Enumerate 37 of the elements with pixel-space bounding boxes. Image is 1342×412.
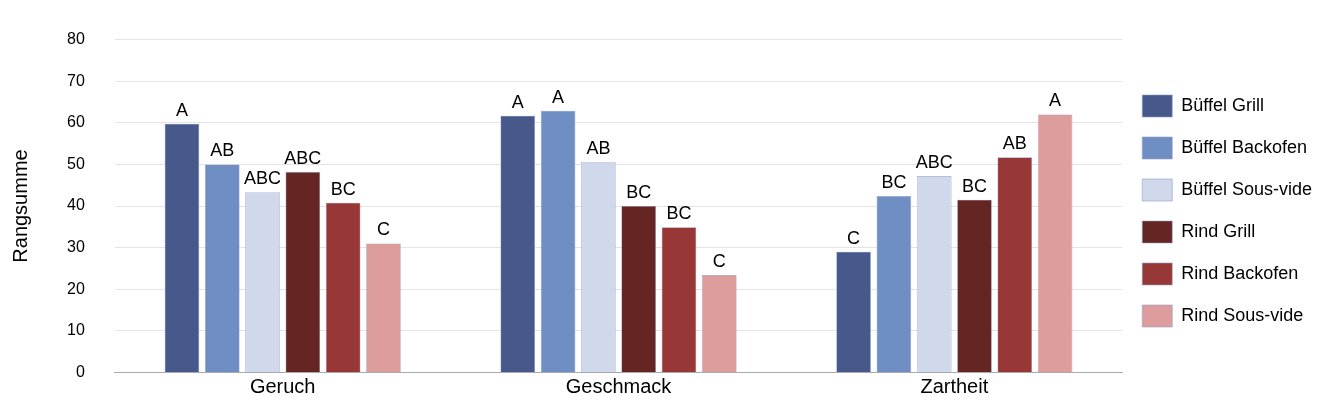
data-label: A bbox=[552, 86, 565, 107]
data-label: BC bbox=[961, 175, 987, 196]
data-label: AB bbox=[586, 137, 611, 158]
data-label: BC bbox=[330, 178, 356, 199]
y-tick-label: 0 bbox=[75, 362, 85, 380]
y-tick-label: 70 bbox=[67, 71, 85, 89]
legend-label: Büffel Grill bbox=[1181, 94, 1264, 115]
data-label: AB bbox=[1002, 133, 1027, 154]
x-tick-label: Geruch bbox=[249, 374, 316, 397]
data-label: BC bbox=[626, 181, 652, 202]
data-label: A bbox=[511, 91, 524, 112]
data-label: C bbox=[376, 219, 390, 240]
y-tick-label: 80 bbox=[67, 30, 85, 48]
legend-label: Rind Backofen bbox=[1181, 262, 1299, 283]
data-label: BC bbox=[881, 171, 907, 192]
y-tick-label: 10 bbox=[67, 321, 85, 339]
data-label: A bbox=[1049, 90, 1062, 111]
data-label: A bbox=[175, 99, 188, 120]
y-tick-label: 50 bbox=[67, 154, 85, 172]
data-label: BC bbox=[666, 203, 692, 224]
y-tick-label: 30 bbox=[67, 238, 85, 256]
legend-label: Büffel Sous-vide bbox=[1181, 178, 1312, 199]
x-tick-label: Zartheit bbox=[920, 374, 989, 397]
data-label: C bbox=[712, 251, 726, 272]
data-label: ABC bbox=[244, 168, 282, 189]
legend-label: Rind Grill bbox=[1181, 220, 1256, 241]
data-label: ABC bbox=[284, 147, 322, 168]
y-tick-label: 20 bbox=[67, 279, 85, 297]
data-label: C bbox=[847, 227, 861, 248]
y-tick-label: 40 bbox=[67, 196, 85, 214]
y-tick-label: 60 bbox=[67, 113, 85, 131]
y-axis-title: Rangsumme bbox=[8, 149, 31, 263]
legend-label: Rind Sous-vide bbox=[1181, 304, 1304, 325]
data-label: ABC bbox=[915, 152, 953, 173]
legend-label: Büffel Backofen bbox=[1181, 136, 1308, 157]
x-tick-label: Geschmack bbox=[565, 374, 673, 397]
data-label: AB bbox=[210, 140, 235, 161]
